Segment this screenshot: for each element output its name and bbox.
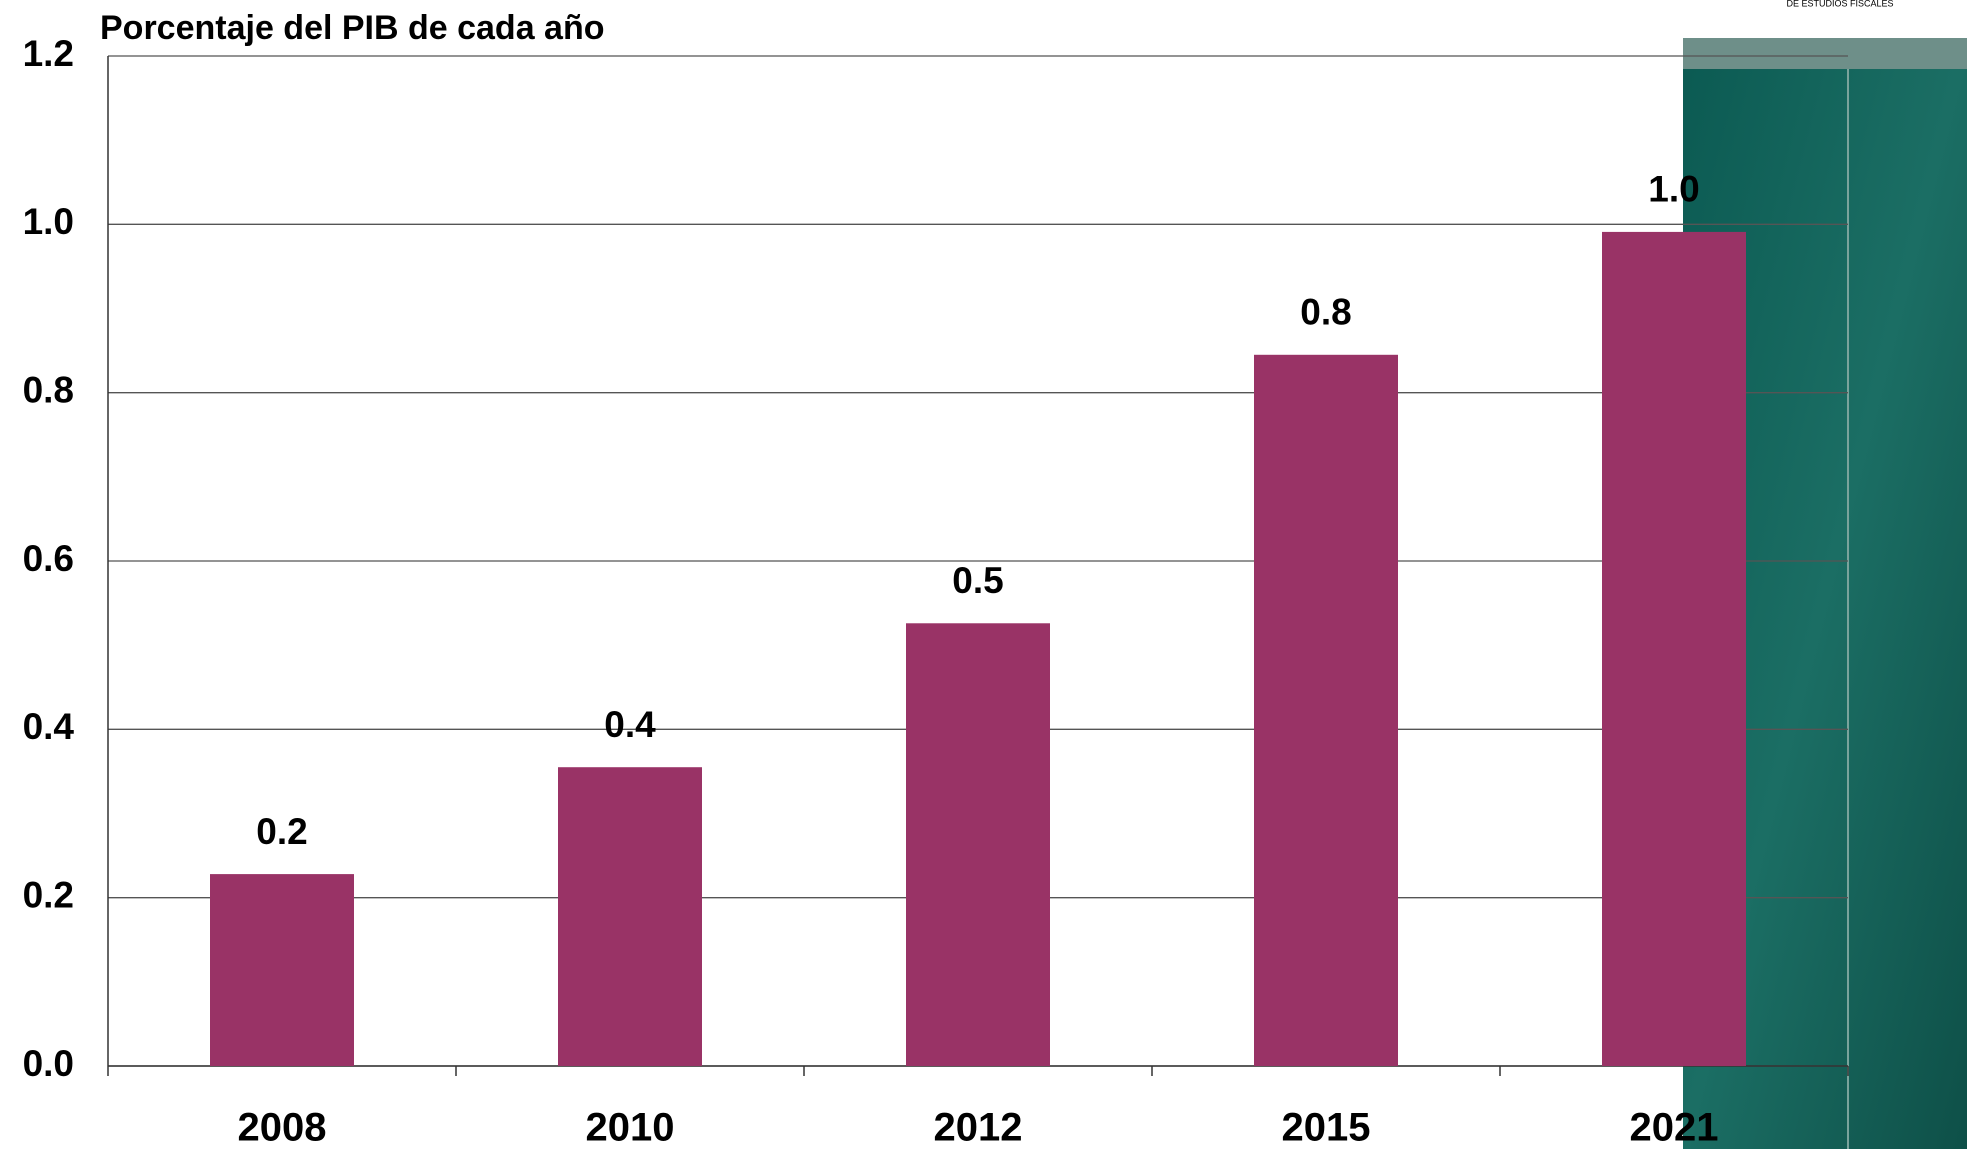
- y-tick-label: 1.0: [23, 201, 74, 242]
- y-tick-label: 0.2: [23, 874, 74, 915]
- y-tick-label: 0.6: [23, 538, 74, 579]
- bar: [1254, 355, 1398, 1066]
- bar: [1602, 232, 1746, 1066]
- bar: [906, 623, 1050, 1066]
- chart: DE ESTUDIOS FISCALES Porcentaje del PIB …: [0, 0, 1967, 1149]
- y-tick-label: 0.0: [23, 1043, 74, 1084]
- side-panel-band: [1683, 38, 1967, 69]
- x-tick-label: 2021: [1630, 1106, 1719, 1149]
- value-label: 0.2: [256, 811, 307, 852]
- y-tick-label: 1.2: [23, 33, 74, 74]
- x-tick-label: 2008: [238, 1106, 327, 1149]
- value-label: 0.5: [952, 560, 1003, 601]
- value-label: 0.4: [604, 704, 656, 745]
- x-tick-label: 2012: [934, 1106, 1023, 1149]
- chart-title: Porcentaje del PIB de cada año: [100, 9, 605, 47]
- y-tick-label: 0.4: [23, 706, 75, 747]
- value-label: 1.0: [1648, 169, 1699, 210]
- page: DE ESTUDIOS FISCALES Porcentaje del PIB …: [0, 0, 1967, 1149]
- x-tick-label: 2015: [1282, 1106, 1371, 1149]
- bar: [558, 767, 702, 1066]
- x-tick-label: 2010: [586, 1106, 675, 1149]
- logo-text: DE ESTUDIOS FISCALES: [1786, 0, 1893, 8]
- y-tick-label: 0.8: [23, 369, 74, 410]
- bar: [210, 874, 354, 1066]
- value-label: 0.8: [1300, 292, 1351, 333]
